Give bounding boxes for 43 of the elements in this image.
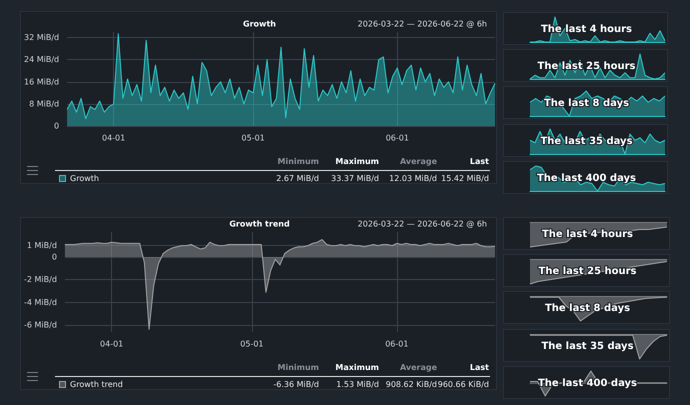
text: Minimum xyxy=(277,363,319,372)
text: Maximum xyxy=(335,363,379,372)
y-tick-label: 0 xyxy=(52,252,57,262)
text: The last 8 days xyxy=(544,98,630,109)
y-tick-label: 32 MiB/d xyxy=(24,33,60,42)
text: 1.53 MiB/d xyxy=(336,380,379,389)
text: The last 25 hours xyxy=(538,266,637,277)
y-tick-label: 1 MiB/d xyxy=(26,241,57,250)
y-tick-label: 0 xyxy=(54,122,60,130)
x-tick-label: 04-01 xyxy=(100,340,124,348)
text: The last 35 days xyxy=(541,341,634,352)
x-tick-label: 05-01 xyxy=(242,134,265,142)
y-tick-label: 24 MiB/d xyxy=(24,55,60,64)
y-tick-label: -2 MiB/d xyxy=(24,275,57,284)
y-tick-label: 16 MiB/d xyxy=(24,77,60,86)
x-tick-label: 05-01 xyxy=(240,340,264,348)
text: Last xyxy=(470,363,489,372)
text: 960.66 KiB/d xyxy=(438,380,489,389)
x-tick-label: 06-01 xyxy=(385,340,408,348)
y-tick-label: -4 MiB/d xyxy=(24,298,57,307)
y-tick-label: -6 MiB/d xyxy=(24,320,57,330)
text: 12.03 MiB/d xyxy=(389,174,437,183)
text: Average xyxy=(400,157,437,166)
legend-label: Growth trend xyxy=(70,380,123,389)
text: Last xyxy=(470,157,489,166)
text: -6.36 MiB/d xyxy=(273,380,319,389)
text: The last 35 days xyxy=(540,136,633,147)
text: Maximum xyxy=(335,157,379,166)
chart-title: Growth xyxy=(243,20,276,28)
y-tick-label: 8 MiB/d xyxy=(29,99,60,108)
text: 33.37 MiB/d xyxy=(331,174,379,183)
legend-label: Growth xyxy=(70,174,99,183)
text: Minimum xyxy=(277,157,319,166)
chart-title: Growth trend xyxy=(229,220,290,228)
x-tick-label: 06-01 xyxy=(386,134,409,142)
text: Average xyxy=(400,363,437,372)
text: 15.42 MiB/d xyxy=(441,174,489,183)
chart-subtitle: 2026-03-22 — 2026-06-22 @ 6h xyxy=(358,220,488,228)
text: 2.67 MiB/d xyxy=(276,174,319,183)
text: The last 8 days xyxy=(544,303,630,314)
x-tick-label: 04-01 xyxy=(102,134,126,142)
chart-subtitle: 2026-03-22 — 2026-06-22 @ 6h xyxy=(358,20,488,28)
text: 908.62 KiB/d xyxy=(386,380,437,389)
